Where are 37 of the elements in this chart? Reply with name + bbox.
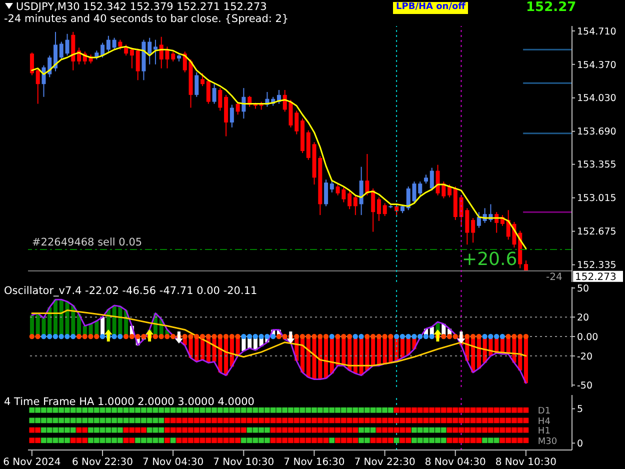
series-label: M30 bbox=[538, 436, 558, 447]
text: 152.27 bbox=[526, 0, 576, 16]
y-tick-label: 152.675 bbox=[577, 226, 616, 238]
y-tick-label: 153.355 bbox=[577, 160, 616, 171]
chart-title: 4 Time Frame HA 1.0000 2.0000 3.0000 4.0000 bbox=[4, 396, 254, 408]
x-tick-label: 7 Nov 04:30 bbox=[142, 457, 204, 468]
series-label: D1 bbox=[538, 406, 551, 417]
x-tick-label: 6 Nov 22:30 bbox=[72, 457, 134, 468]
y-tick-label: 152.335 bbox=[577, 260, 616, 272]
x-tick-label: 8 Nov 10:30 bbox=[495, 457, 556, 468]
y-tick-label: 154.710 bbox=[577, 26, 616, 38]
y-tick-label: 0 bbox=[577, 438, 584, 450]
x-tick-label: 6 Nov 2024 bbox=[3, 457, 61, 468]
chart-title: Oscillator_v7.4 -22.02 -46.56 -47.71 0.00 -20.11 bbox=[4, 285, 258, 297]
x-tick-label: 7 Nov 22:30 bbox=[354, 457, 416, 468]
y-tick-label: 50 bbox=[577, 283, 590, 294]
ref-line-label: #22649468 sell 0.05 bbox=[32, 236, 142, 249]
series-label: H1 bbox=[538, 426, 550, 437]
y-tick-label: 153.015 bbox=[577, 193, 616, 204]
y-tick-label: 20 bbox=[577, 312, 590, 324]
x-tick-label: 7 Nov 16:30 bbox=[284, 457, 345, 468]
annotation: -24 bbox=[546, 272, 562, 283]
y-tick-label: -20 bbox=[577, 351, 593, 362]
text: LPB/HA on/off bbox=[393, 2, 468, 14]
chart-subtitle: -24 minutes and 40 seconds to bar close. {Spread: 2} bbox=[4, 13, 289, 25]
y-tick-label: 153.690 bbox=[577, 126, 616, 138]
x-tick-label: 8 Nov 04:30 bbox=[424, 457, 486, 468]
x-tick-label: 7 Nov 10:30 bbox=[213, 457, 274, 468]
y-tick-label: 0.00 bbox=[577, 332, 598, 343]
ref-line-label: 152.273 bbox=[575, 272, 616, 283]
annotation: +20.6 bbox=[462, 249, 518, 270]
y-tick-label: 154.030 bbox=[577, 93, 616, 104]
series-label: H4 bbox=[538, 416, 551, 427]
y-tick-label: 154.370 bbox=[577, 60, 616, 71]
y-tick-label: -50 bbox=[577, 380, 593, 392]
y-tick-label: 5 bbox=[577, 404, 584, 416]
chart-title: USDJPY,M30 152.342 152.379 152.271 152.273 bbox=[16, 1, 267, 13]
